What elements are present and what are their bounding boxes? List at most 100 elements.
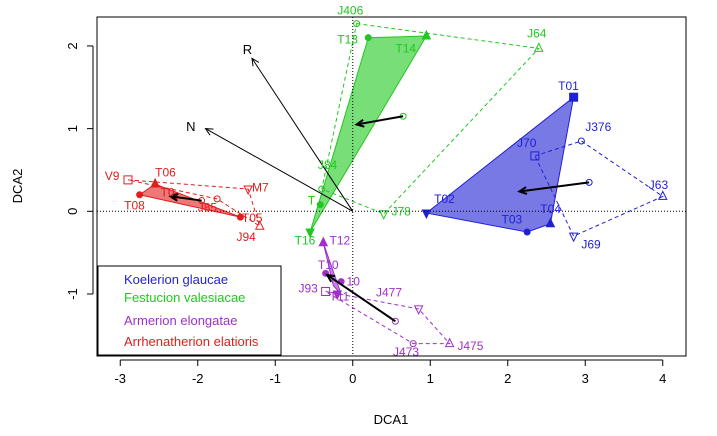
- x-tick-label: 2: [504, 371, 511, 386]
- label-j94: J94: [237, 230, 257, 244]
- point-j475: [444, 337, 455, 348]
- label-j84: J84: [318, 158, 338, 172]
- env-vector-r: [251, 58, 354, 212]
- y-tick-label: 1: [65, 125, 80, 132]
- shift-arrow-arrhenatherion-elatioris: [170, 195, 202, 202]
- shift-arrow-armerion-elongatae-head: [325, 273, 336, 283]
- point-t03: [523, 228, 531, 236]
- legend-entry-arrhenatherion: Arrhenatherion elatioris: [124, 334, 259, 349]
- plot-content: R N T01 T02 T03 T04 J70 J376 J63 J69 T13 T14 T16 T J40…: [97, 4, 686, 359]
- label-t02: T02: [434, 192, 455, 206]
- env-label-n: N: [186, 119, 195, 134]
- x-axis-label: DCA1: [374, 412, 409, 427]
- label-t03: T03: [502, 213, 523, 227]
- releves-hull-festucion-valesiacae: [309, 35, 428, 233]
- label-j70: J70: [517, 136, 537, 150]
- label-j406: J406: [337, 4, 363, 18]
- releves-hull-arrhenatherion-elatioris: [138, 183, 241, 218]
- point-j94: [254, 220, 265, 230]
- point-t16: [305, 228, 315, 239]
- label-j85: J85: [198, 200, 218, 214]
- label-t12: T12: [330, 233, 351, 247]
- point-t: [316, 201, 324, 209]
- label-t06: T06: [155, 166, 176, 180]
- shift-arrow-festucion-valesiacae: [356, 115, 404, 126]
- plots-hull-koelerion-glaucae: [534, 140, 664, 237]
- label-t0: T0: [161, 185, 175, 199]
- label-j93: J93: [299, 281, 319, 295]
- shift-arrow-koelerion-glaucae: [519, 181, 590, 193]
- legend-box: [97, 265, 282, 356]
- point-m7: [243, 185, 253, 196]
- env-vector-r-head: [251, 57, 260, 67]
- env-vector-n: [205, 128, 353, 212]
- x-tick-label: 1: [427, 371, 434, 386]
- axes: -3 -2 -1 0 1 2 3 4 -1 0 1 2: [65, 42, 666, 386]
- x-tick-label: 0: [349, 371, 356, 386]
- point-j376: [577, 137, 585, 145]
- x-tick-label: -3: [114, 371, 126, 386]
- label-t13: T13: [337, 32, 358, 46]
- point-t06: [150, 177, 160, 188]
- label-j63: J63: [649, 178, 669, 192]
- point-j85: [213, 195, 221, 203]
- y-tick-label: 2: [65, 42, 80, 49]
- shift-arrow-koelerion-glaucae-head: [517, 186, 528, 195]
- shift-arrow-arrhenatherion-elatioris-head: [168, 192, 179, 202]
- label-j473: J473: [393, 345, 419, 359]
- point-t11: [332, 290, 343, 301]
- legend-entry-festucion: Festucion valesiacae: [124, 290, 245, 305]
- label-j475: J475: [457, 339, 483, 353]
- label-t05: T05: [242, 211, 263, 225]
- env-label-r: R: [243, 42, 252, 57]
- x-tick-label: 3: [582, 371, 589, 386]
- label-t01: T01: [558, 79, 579, 93]
- point-j406: [353, 20, 361, 28]
- legend-entry-koelerion: Koelerion glaucae: [124, 272, 228, 287]
- y-axis-label: DCA2: [10, 169, 25, 204]
- label-j477: J477: [376, 285, 402, 299]
- point-j93: [321, 287, 331, 297]
- point-j70: [530, 151, 540, 161]
- label-t14: T14: [395, 42, 416, 56]
- point-t12: [318, 236, 329, 247]
- label-j78: J78: [392, 204, 412, 218]
- y-tick-label: -1: [65, 288, 80, 300]
- label-j69: J69: [581, 238, 601, 252]
- point-t02: [421, 209, 432, 220]
- point-t04: [545, 217, 556, 228]
- label-t10: T10: [318, 258, 339, 272]
- label-10: 10: [347, 275, 361, 289]
- env-vector-n-head: [204, 128, 214, 136]
- shift-arrow-armerion-elongatae: [326, 274, 396, 323]
- legend-entry-armerion: Armerion elongatae: [124, 313, 237, 328]
- point-t05: [236, 213, 244, 221]
- y-tick-label: 0: [65, 208, 80, 215]
- label-t11: T11: [330, 290, 350, 304]
- point-j64: [533, 42, 544, 52]
- shift-arrow-festucion-valesiacae-head: [354, 118, 365, 128]
- label-v9: V9: [105, 169, 120, 183]
- point-t01: [569, 92, 579, 102]
- point-j84: [318, 185, 326, 193]
- point-j78: [378, 210, 389, 220]
- point-v9: [123, 175, 133, 185]
- legend: Koelerion glaucae Festucion valesiacae A…: [97, 265, 282, 356]
- point-j473: [409, 340, 417, 348]
- label-t04: T04: [540, 202, 561, 216]
- label-m7: M7: [252, 180, 269, 194]
- label-j64: J64: [527, 27, 547, 41]
- point-j69: [568, 232, 579, 243]
- point-t08: [136, 191, 144, 199]
- label-t08: T08: [124, 199, 145, 213]
- x-tick-label: -2: [192, 371, 204, 386]
- label-t16: T16: [295, 233, 316, 247]
- point-t14: [421, 29, 432, 40]
- point-t13: [364, 34, 372, 42]
- plot-frame: [96, 16, 687, 357]
- x-tick-label: -1: [269, 371, 281, 386]
- x-tick-label: 4: [659, 371, 666, 386]
- label-t: T: [308, 194, 316, 208]
- plots-hull-festucion-valesiacae: [321, 23, 540, 215]
